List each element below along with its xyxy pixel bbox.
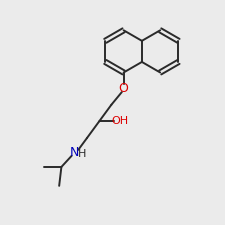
- Text: OH: OH: [112, 116, 129, 126]
- Text: O: O: [119, 81, 128, 94]
- Text: N: N: [70, 146, 79, 159]
- Text: H: H: [78, 149, 86, 159]
